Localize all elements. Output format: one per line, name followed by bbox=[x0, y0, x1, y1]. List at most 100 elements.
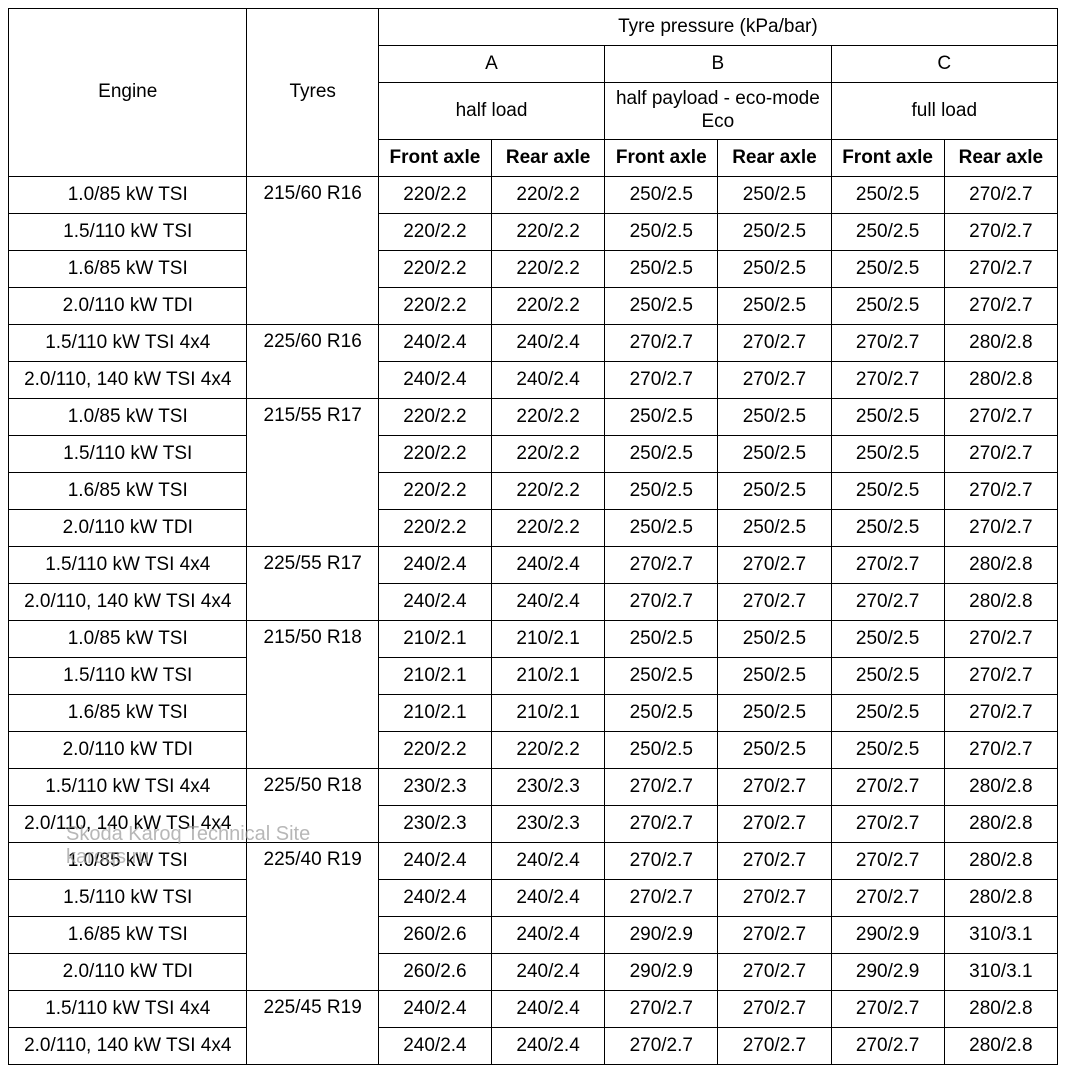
pressure-cell: 280/2.8 bbox=[944, 806, 1057, 843]
header-main: Tyre pressure (kPa/bar) bbox=[378, 9, 1057, 46]
pressure-cell: 270/2.7 bbox=[718, 362, 831, 399]
pressure-cell: 250/2.5 bbox=[605, 510, 718, 547]
pressure-cell: 210/2.1 bbox=[378, 695, 491, 732]
pressure-cell: 240/2.4 bbox=[492, 325, 605, 362]
pressure-cell: 240/2.4 bbox=[378, 843, 491, 880]
pressure-cell: 260/2.6 bbox=[378, 917, 491, 954]
pressure-cell: 240/2.4 bbox=[492, 991, 605, 1028]
pressure-cell: 270/2.7 bbox=[718, 991, 831, 1028]
pressure-cell: 270/2.7 bbox=[718, 880, 831, 917]
table-row: 1.0/85 kW TSI225/40 R19240/2.4240/2.4270… bbox=[9, 843, 1058, 880]
pressure-cell: 290/2.9 bbox=[605, 917, 718, 954]
pressure-cell: 240/2.4 bbox=[378, 362, 491, 399]
engine-cell: 1.0/85 kW TSI bbox=[9, 177, 247, 214]
engine-cell: 1.5/110 kW TSI bbox=[9, 880, 247, 917]
pressure-cell: 220/2.2 bbox=[492, 177, 605, 214]
pressure-cell: 250/2.5 bbox=[605, 732, 718, 769]
tyre-cell: 225/50 R18 bbox=[247, 769, 378, 843]
header-group-c: C bbox=[831, 46, 1057, 83]
pressure-cell: 250/2.5 bbox=[831, 695, 944, 732]
pressure-cell: 250/2.5 bbox=[718, 510, 831, 547]
pressure-cell: 220/2.2 bbox=[378, 399, 491, 436]
tyre-cell: 215/60 R16 bbox=[247, 177, 378, 325]
engine-cell: 1.6/85 kW TSI bbox=[9, 695, 247, 732]
pressure-cell: 270/2.7 bbox=[944, 177, 1057, 214]
pressure-cell: 270/2.7 bbox=[831, 547, 944, 584]
tyre-pressure-table: Engine Tyres Tyre pressure (kPa/bar) A B… bbox=[8, 8, 1058, 1065]
engine-cell: 2.0/110, 140 kW TSI 4x4 bbox=[9, 362, 247, 399]
engine-cell: 1.0/85 kW TSI bbox=[9, 399, 247, 436]
pressure-cell: 240/2.4 bbox=[492, 917, 605, 954]
pressure-cell: 280/2.8 bbox=[944, 880, 1057, 917]
pressure-cell: 240/2.4 bbox=[492, 584, 605, 621]
pressure-cell: 270/2.7 bbox=[944, 621, 1057, 658]
pressure-cell: 220/2.2 bbox=[492, 214, 605, 251]
pressure-cell: 240/2.4 bbox=[492, 880, 605, 917]
pressure-cell: 270/2.7 bbox=[718, 954, 831, 991]
pressure-cell: 250/2.5 bbox=[605, 695, 718, 732]
pressure-cell: 220/2.2 bbox=[492, 510, 605, 547]
pressure-cell: 250/2.5 bbox=[831, 288, 944, 325]
pressure-cell: 240/2.4 bbox=[492, 362, 605, 399]
header-b-front: Front axle bbox=[605, 140, 718, 177]
header-a-rear: Rear axle bbox=[492, 140, 605, 177]
pressure-cell: 270/2.7 bbox=[718, 917, 831, 954]
table-row: 1.5/110 kW TSI 4x4225/45 R19240/2.4240/2… bbox=[9, 991, 1058, 1028]
header-sub-b: half payload - eco-mode Eco bbox=[605, 83, 831, 140]
engine-cell: 2.0/110 kW TDI bbox=[9, 288, 247, 325]
pressure-cell: 250/2.5 bbox=[718, 177, 831, 214]
header-c-front: Front axle bbox=[831, 140, 944, 177]
engine-cell: 2.0/110 kW TDI bbox=[9, 510, 247, 547]
pressure-cell: 250/2.5 bbox=[605, 436, 718, 473]
pressure-cell: 250/2.5 bbox=[831, 658, 944, 695]
table-row: 2.0/110 kW TDI220/2.2220/2.2250/2.5250/2… bbox=[9, 288, 1058, 325]
pressure-cell: 250/2.5 bbox=[605, 658, 718, 695]
pressure-cell: 280/2.8 bbox=[944, 1028, 1057, 1065]
pressure-cell: 270/2.7 bbox=[944, 436, 1057, 473]
pressure-cell: 250/2.5 bbox=[831, 251, 944, 288]
pressure-cell: 220/2.2 bbox=[378, 177, 491, 214]
table-row: 2.0/110 kW TDI220/2.2220/2.2250/2.5250/2… bbox=[9, 732, 1058, 769]
table-row: 1.5/110 kW TSI220/2.2220/2.2250/2.5250/2… bbox=[9, 214, 1058, 251]
table-header: Engine Tyres Tyre pressure (kPa/bar) A B… bbox=[9, 9, 1058, 177]
header-sub-c: full load bbox=[831, 83, 1057, 140]
engine-cell: 1.5/110 kW TSI 4x4 bbox=[9, 769, 247, 806]
pressure-cell: 270/2.7 bbox=[944, 658, 1057, 695]
table-row: 2.0/110, 140 kW TSI 4x4240/2.4240/2.4270… bbox=[9, 584, 1058, 621]
table-row: 1.5/110 kW TSI 4x4225/55 R17240/2.4240/2… bbox=[9, 547, 1058, 584]
tyre-cell: 225/55 R17 bbox=[247, 547, 378, 621]
pressure-cell: 220/2.2 bbox=[492, 399, 605, 436]
pressure-cell: 250/2.5 bbox=[831, 732, 944, 769]
pressure-cell: 270/2.7 bbox=[831, 991, 944, 1028]
pressure-cell: 240/2.4 bbox=[492, 954, 605, 991]
pressure-cell: 270/2.7 bbox=[605, 1028, 718, 1065]
pressure-cell: 270/2.7 bbox=[605, 769, 718, 806]
header-group-a: A bbox=[378, 46, 604, 83]
pressure-cell: 210/2.1 bbox=[492, 695, 605, 732]
table-row: 1.6/85 kW TSI260/2.6240/2.4290/2.9270/2.… bbox=[9, 917, 1058, 954]
pressure-cell: 240/2.4 bbox=[378, 584, 491, 621]
pressure-cell: 270/2.7 bbox=[718, 1028, 831, 1065]
pressure-cell: 220/2.2 bbox=[492, 251, 605, 288]
pressure-cell: 250/2.5 bbox=[831, 214, 944, 251]
engine-cell: 1.5/110 kW TSI bbox=[9, 658, 247, 695]
pressure-cell: 220/2.2 bbox=[378, 288, 491, 325]
pressure-cell: 270/2.7 bbox=[831, 362, 944, 399]
tyre-cell: 225/45 R19 bbox=[247, 991, 378, 1065]
pressure-cell: 290/2.9 bbox=[831, 917, 944, 954]
pressure-cell: 220/2.2 bbox=[492, 473, 605, 510]
pressure-cell: 220/2.2 bbox=[378, 251, 491, 288]
table-row: 2.0/110 kW TDI260/2.6240/2.4290/2.9270/2… bbox=[9, 954, 1058, 991]
pressure-cell: 210/2.1 bbox=[378, 621, 491, 658]
pressure-cell: 270/2.7 bbox=[605, 584, 718, 621]
pressure-cell: 270/2.7 bbox=[718, 806, 831, 843]
pressure-cell: 270/2.7 bbox=[831, 1028, 944, 1065]
pressure-cell: 250/2.5 bbox=[605, 214, 718, 251]
pressure-cell: 250/2.5 bbox=[718, 473, 831, 510]
pressure-cell: 270/2.7 bbox=[718, 325, 831, 362]
pressure-cell: 250/2.5 bbox=[718, 399, 831, 436]
table-row: 1.5/110 kW TSI240/2.4240/2.4270/2.7270/2… bbox=[9, 880, 1058, 917]
pressure-cell: 250/2.5 bbox=[718, 658, 831, 695]
pressure-cell: 270/2.7 bbox=[831, 880, 944, 917]
pressure-cell: 220/2.2 bbox=[492, 436, 605, 473]
